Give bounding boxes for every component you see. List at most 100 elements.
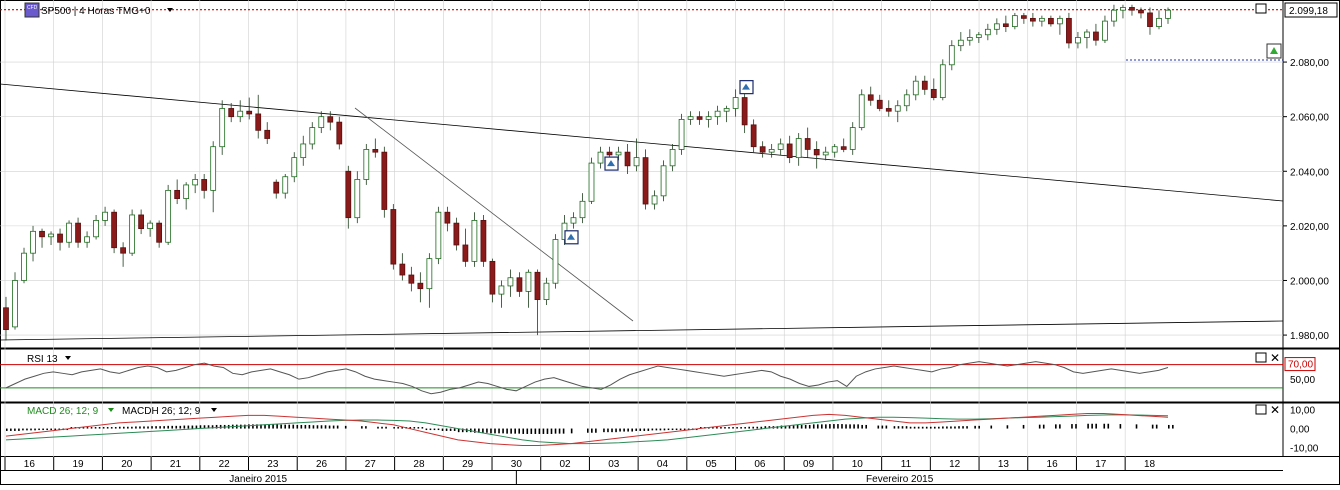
candle[interactable] [786, 143, 793, 159]
candle[interactable] [228, 108, 235, 118]
candle[interactable] [417, 282, 424, 290]
candle[interactable] [381, 151, 388, 210]
candle[interactable] [219, 108, 226, 148]
macd-chevron-down-icon[interactable] [108, 408, 114, 412]
candle[interactable] [975, 34, 982, 38]
candle[interactable] [327, 116, 334, 123]
candle[interactable] [174, 189, 181, 199]
candle[interactable] [957, 39, 964, 47]
candle[interactable] [1011, 15, 1018, 27]
candle[interactable] [345, 170, 352, 219]
candle[interactable] [300, 143, 307, 159]
candle[interactable] [30, 230, 36, 254]
candle[interactable] [291, 157, 298, 178]
candle[interactable] [237, 110, 244, 118]
candle[interactable] [759, 146, 766, 153]
candle[interactable] [651, 195, 658, 205]
rsi-label[interactable]: RSI 13 [27, 354, 58, 365]
chart-title[interactable]: SP500 | 4 Horas TMG+0 [41, 6, 151, 17]
candle[interactable] [48, 233, 54, 238]
candle[interactable] [534, 271, 541, 300]
candle[interactable] [1129, 7, 1135, 11]
candle[interactable] [264, 129, 271, 139]
candle[interactable] [858, 94, 865, 128]
candle[interactable] [129, 214, 135, 254]
candle[interactable] [1138, 9, 1144, 14]
candle[interactable] [1030, 17, 1036, 22]
candle[interactable] [1156, 17, 1162, 27]
candle[interactable] [732, 97, 739, 109]
candle[interactable] [1165, 9, 1171, 19]
candle[interactable] [111, 211, 117, 249]
candle[interactable] [336, 121, 343, 145]
candle[interactable] [867, 94, 874, 101]
candle[interactable] [165, 189, 172, 243]
candle[interactable] [3, 307, 9, 331]
candle[interactable] [750, 124, 757, 148]
candle[interactable] [390, 209, 397, 265]
candle[interactable] [885, 108, 892, 112]
candle[interactable] [624, 151, 631, 167]
candle[interactable] [471, 220, 478, 262]
candle[interactable] [354, 179, 361, 219]
candle[interactable] [966, 37, 973, 41]
macd-maximize-icon[interactable] [1255, 404, 1267, 415]
candle[interactable] [138, 214, 144, 230]
trendline-down[interactable] [354, 107, 634, 322]
candle[interactable] [21, 252, 27, 281]
macd-close-icon[interactable]: ✕ [1270, 403, 1280, 417]
candle[interactable] [723, 108, 730, 112]
candle[interactable] [669, 149, 676, 167]
candle[interactable] [1075, 37, 1081, 44]
candle[interactable] [507, 277, 514, 287]
candle[interactable] [102, 211, 108, 221]
candle[interactable] [597, 151, 604, 164]
candle[interactable] [1048, 17, 1054, 25]
candle[interactable] [948, 45, 955, 66]
candle[interactable] [822, 151, 829, 156]
rsi-close-icon[interactable]: ✕ [1270, 351, 1280, 365]
candle[interactable] [633, 157, 640, 167]
candle[interactable] [696, 116, 703, 120]
chart-type-icon[interactable] [24, 2, 40, 18]
candle[interactable] [777, 143, 784, 150]
candle[interactable] [849, 127, 856, 150]
candle[interactable] [480, 220, 487, 262]
candle[interactable] [408, 274, 415, 284]
candle[interactable] [1084, 31, 1090, 38]
candle[interactable] [615, 151, 622, 156]
candle[interactable] [363, 149, 370, 180]
candle[interactable] [399, 263, 406, 276]
macd-label[interactable]: MACD 26; 12; 9 [27, 406, 99, 417]
candle[interactable] [588, 162, 595, 202]
candle[interactable] [66, 222, 72, 243]
candle[interactable] [57, 233, 63, 243]
candle[interactable] [1102, 20, 1108, 41]
candle[interactable] [804, 138, 811, 150]
candle[interactable] [705, 116, 712, 120]
candle[interactable] [75, 222, 81, 243]
buy-signal-icon[interactable] [739, 80, 754, 95]
maximize-icon[interactable] [1255, 3, 1267, 14]
candle[interactable] [120, 247, 126, 254]
candle[interactable] [903, 94, 910, 107]
trendline-resistance[interactable] [0, 83, 1284, 202]
candle[interactable] [444, 211, 451, 224]
candle[interactable] [282, 176, 289, 194]
candle[interactable] [840, 146, 847, 150]
candle[interactable] [876, 99, 883, 109]
candle[interactable] [543, 282, 550, 300]
candle[interactable] [1057, 17, 1063, 25]
candle[interactable] [894, 105, 901, 112]
candle[interactable] [426, 258, 433, 290]
candle[interactable] [318, 116, 325, 128]
candle[interactable] [1002, 23, 1009, 27]
candle[interactable] [813, 149, 820, 156]
candle[interactable] [1066, 17, 1072, 44]
candle[interactable] [1120, 7, 1126, 11]
candle[interactable] [246, 110, 253, 115]
candle[interactable] [921, 80, 928, 90]
candle[interactable] [930, 88, 937, 98]
rsi-line[interactable] [5, 361, 1169, 395]
candle[interactable] [606, 151, 613, 156]
